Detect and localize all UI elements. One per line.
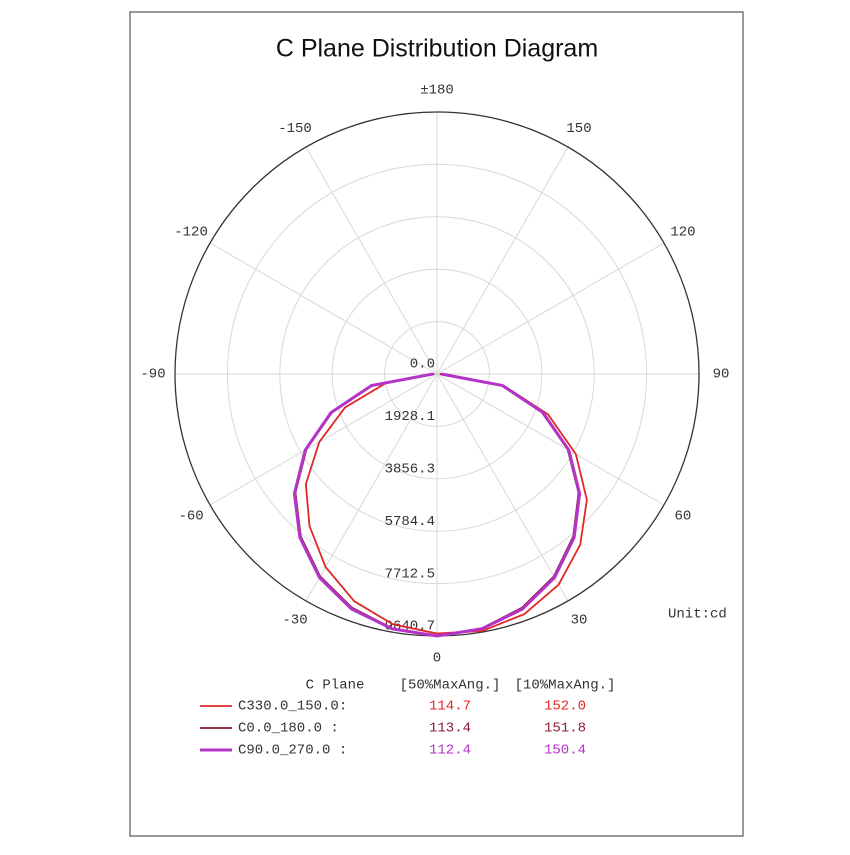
- legend-header: [50%MaxAng.]: [400, 678, 501, 694]
- legend-value: 151.8: [544, 721, 586, 737]
- angle-tick-label: 30: [571, 613, 588, 629]
- angle-tick-label: 60: [675, 509, 692, 525]
- angle-tick-label: -120: [174, 225, 208, 241]
- legend-header: C Plane: [306, 678, 365, 694]
- grid-spoke: [305, 146, 438, 375]
- chart-title: C Plane Distribution Diagram: [276, 35, 598, 63]
- angle-tick-label: -30: [282, 613, 307, 629]
- angle-tick-label: 90: [713, 367, 730, 383]
- grid-circle: [279, 216, 595, 532]
- grid-spoke: [436, 146, 569, 375]
- r-tick-label: 3856.3: [385, 462, 435, 478]
- grid-spoke: [436, 242, 665, 375]
- legend-label: C90.0_270.0 :: [238, 743, 347, 759]
- series-curve: [292, 372, 582, 638]
- legend-value: 112.4: [429, 743, 471, 759]
- angle-tick-label: 150: [566, 121, 591, 137]
- grid-spoke: [209, 373, 438, 506]
- legend-value: 150.4: [544, 743, 586, 759]
- angle-tick-label: 120: [670, 225, 695, 241]
- grid-spoke: [209, 242, 438, 375]
- angle-tick-label: -60: [178, 509, 203, 525]
- legend-value: 113.4: [429, 721, 471, 737]
- legend-header: [10%MaxAng.]: [515, 678, 616, 694]
- legend-value: 114.7: [429, 699, 471, 715]
- legend-label: C330.0_150.0:: [238, 699, 347, 715]
- legend-value: 152.0: [544, 699, 586, 715]
- grid-circle: [331, 268, 543, 480]
- grid-spoke: [436, 373, 665, 506]
- r-tick-label: 5784.4: [385, 514, 435, 530]
- angle-tick-label: -150: [278, 121, 312, 137]
- grid-spoke: [305, 373, 438, 602]
- series-curve: [304, 373, 588, 635]
- r-tick-label: 7712.5: [385, 566, 435, 582]
- r-tick-label: 1928.1: [385, 409, 435, 425]
- grid-spoke: [436, 373, 569, 602]
- legend-label: C0.0_180.0 :: [238, 721, 339, 737]
- angle-tick-label: ±180: [420, 83, 454, 99]
- grid-circle: [226, 163, 648, 585]
- angle-tick-label: 0: [433, 651, 441, 667]
- angle-tick-label: -90: [140, 367, 165, 383]
- unit-label: Unit:cd: [668, 607, 727, 623]
- r-tick-label: 0.0: [410, 357, 435, 373]
- grid-circle: [384, 321, 490, 427]
